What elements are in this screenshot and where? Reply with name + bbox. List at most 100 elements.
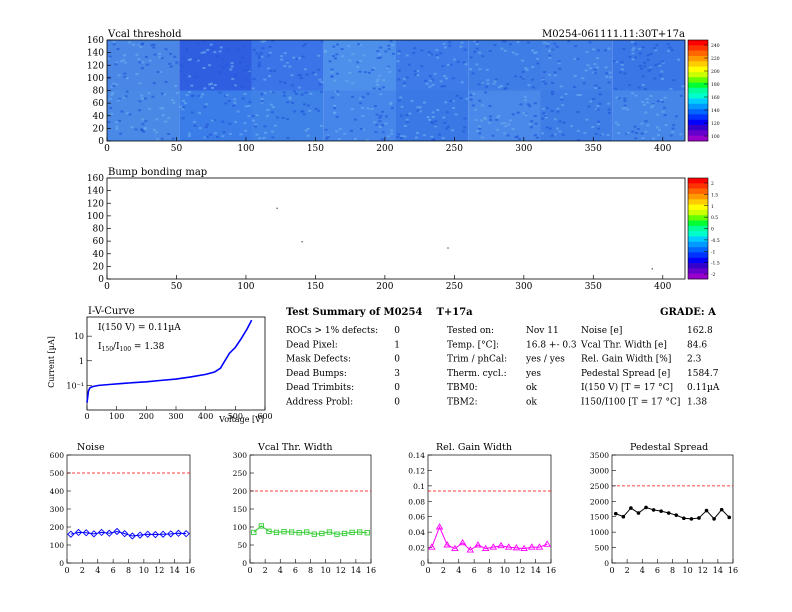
data-point — [311, 531, 317, 537]
pixel-noise — [164, 80, 168, 83]
pixel-noise — [205, 123, 209, 126]
pixel-noise — [442, 116, 446, 119]
pixel-noise — [413, 70, 417, 73]
pixel-noise — [449, 63, 453, 66]
pixel-noise — [631, 92, 635, 95]
pixel-noise — [257, 65, 261, 68]
palette-swatch — [688, 71, 708, 78]
pixel-noise — [140, 128, 144, 131]
pixel-noise — [199, 95, 203, 98]
pixel-noise — [445, 77, 449, 80]
palette-label: 180 — [711, 82, 720, 88]
test-label: Tested on: — [447, 326, 494, 336]
pixel-noise — [268, 51, 272, 54]
pixel-noise — [386, 65, 390, 68]
pixel-noise — [541, 78, 545, 81]
vcal-xtick-label: 300 — [515, 144, 532, 154]
pixel-noise — [649, 52, 653, 55]
pixel-noise — [573, 74, 577, 77]
trend-chart-title: Pedestal Spread — [630, 442, 708, 453]
pixel-noise — [283, 65, 287, 68]
pixel-noise — [179, 70, 183, 73]
pixel-noise — [606, 134, 610, 137]
x-tick-label: 4 — [278, 566, 283, 575]
pixel-noise — [366, 92, 370, 95]
pixel-noise — [651, 104, 655, 107]
pixel-noise — [489, 115, 493, 118]
pixel-noise — [643, 65, 647, 68]
pixel-noise — [488, 104, 492, 107]
palette-swatch — [688, 220, 708, 227]
palette-label: 0.5 — [711, 215, 718, 221]
pixel-noise — [281, 117, 285, 120]
pixel-noise — [265, 114, 269, 117]
pixel-noise — [335, 43, 339, 46]
pixel-noise — [658, 64, 662, 67]
x-tick-label: 16 — [366, 566, 376, 575]
x-tick-label: 12 — [154, 566, 164, 575]
pixel-noise — [481, 55, 485, 58]
pixel-noise — [614, 60, 618, 63]
pixel-noise — [138, 109, 142, 112]
palette-label: 220 — [711, 56, 720, 62]
trend-chart-frame — [249, 454, 372, 564]
pixel-noise — [336, 93, 340, 96]
pixel-noise — [429, 79, 433, 82]
pixel-noise — [204, 126, 208, 129]
pixel-noise — [316, 109, 320, 112]
pixel-noise — [436, 56, 440, 59]
pixel-noise — [527, 84, 531, 87]
iv-xtick-label: 0 — [84, 412, 89, 421]
pixel-noise — [423, 79, 427, 82]
pixel-noise — [391, 52, 395, 55]
pixel-noise — [151, 95, 155, 98]
palette-swatch — [688, 98, 708, 105]
param-label: Rel. Gain Width [%] — [581, 355, 671, 365]
pixel-noise — [229, 68, 233, 71]
vcal-ytick-label: 20 — [93, 124, 105, 134]
pixel-noise — [469, 94, 473, 97]
pixel-noise — [544, 114, 548, 117]
data-point — [113, 527, 121, 536]
pixel-noise — [431, 83, 435, 86]
palette-swatch — [688, 178, 708, 184]
test-value: yes — [525, 369, 541, 379]
pixel-noise — [541, 132, 545, 135]
palette-swatch — [688, 183, 708, 189]
pixel-noise — [233, 101, 237, 104]
pixel-noise — [140, 94, 144, 97]
pixel-noise — [403, 82, 407, 85]
data-point — [167, 530, 175, 538]
bump-xtick-label: 200 — [376, 282, 393, 292]
pixel-noise — [403, 84, 407, 87]
pixel-noise — [167, 132, 171, 135]
iv-xlabel: Voltage [V] — [218, 415, 264, 424]
pixel-noise — [317, 54, 321, 57]
pixel-noise — [471, 104, 475, 107]
iv-xtick-label: 100 — [109, 412, 124, 421]
pixel-noise — [596, 120, 600, 123]
pixel-noise — [631, 49, 635, 52]
pixel-noise — [260, 40, 264, 43]
pixel-noise — [536, 57, 540, 60]
iv-xtick-label: 500 — [228, 412, 243, 421]
iv-annotation-ratio: I150/I100 = 1.38 — [98, 342, 165, 353]
pixel-noise — [336, 90, 340, 93]
pixel-noise — [476, 130, 480, 133]
palette-label: 240 — [711, 43, 720, 49]
param-value: 1.38 — [687, 398, 707, 408]
pixel-noise — [173, 55, 177, 58]
pixel-noise — [185, 50, 189, 53]
pixel-noise — [581, 77, 585, 80]
pixel-noise — [620, 63, 624, 66]
palette-label: 120 — [711, 121, 720, 127]
pixel-noise — [158, 71, 162, 74]
tests-table: Tested on: Nov 11 Temp. [°C]: 16.8 +- 0.3 Tr… — [447, 326, 577, 408]
pixel-noise — [345, 80, 349, 83]
test-label: TBM2: — [447, 398, 478, 408]
pixel-noise — [604, 66, 608, 69]
pixel-noise — [471, 72, 475, 75]
pixel-noise — [620, 68, 624, 71]
pixel-noise — [446, 125, 450, 128]
param-value: 162.8 — [687, 326, 713, 336]
